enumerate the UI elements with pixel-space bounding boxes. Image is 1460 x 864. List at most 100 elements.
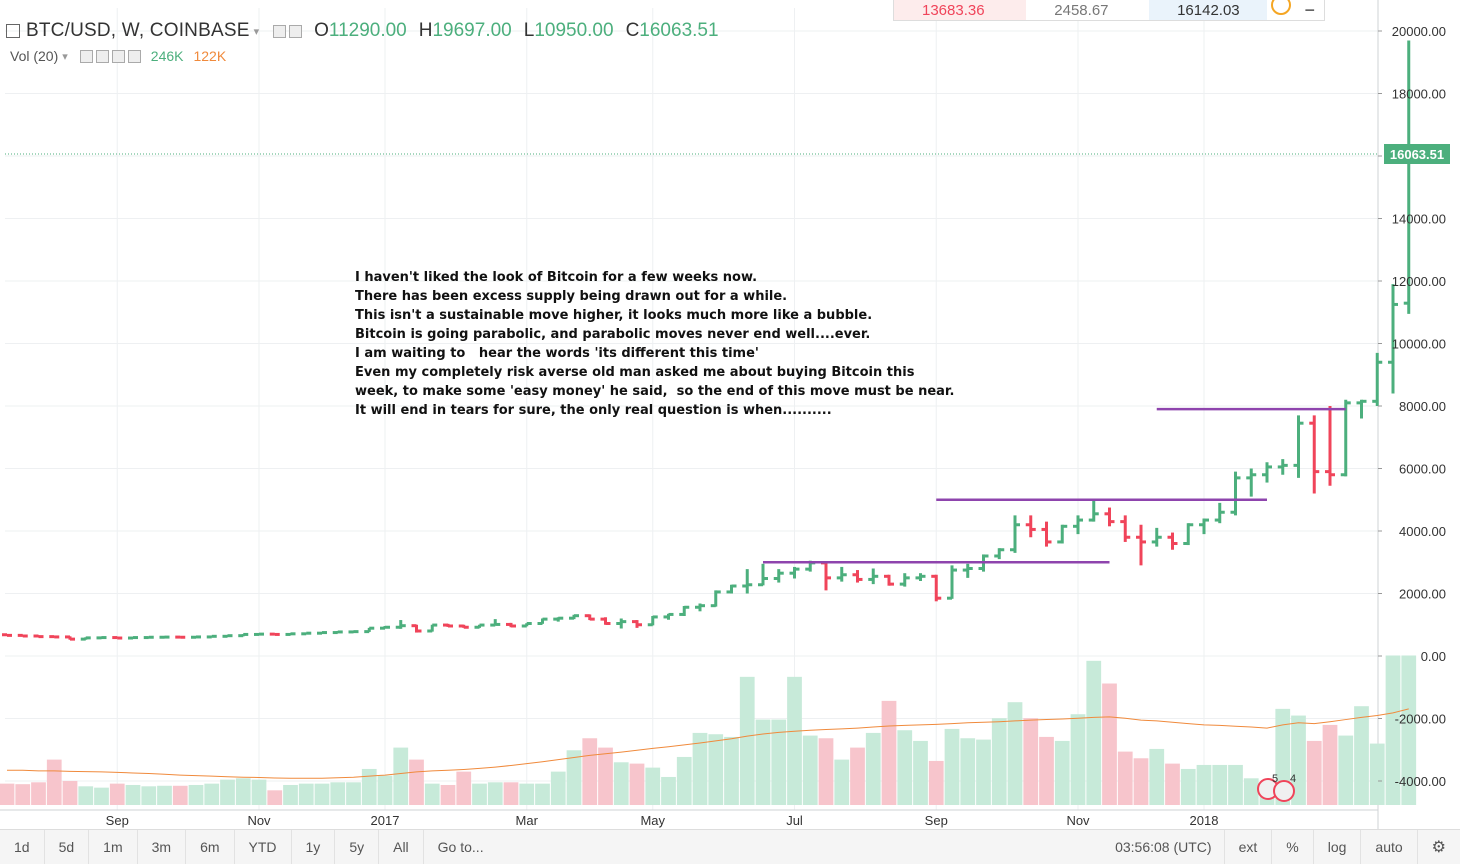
range-1y[interactable]: 1y bbox=[292, 830, 336, 864]
candle bbox=[1356, 399, 1367, 419]
flags-icon[interactable]: 5 4 bbox=[1257, 773, 1296, 802]
volume-bar bbox=[1196, 764, 1212, 805]
volume-label[interactable]: Vol (20) bbox=[10, 48, 59, 64]
resistance-lines[interactable] bbox=[763, 407, 1346, 564]
last-price-tag: 16063.51 bbox=[1384, 144, 1450, 164]
range-5y[interactable]: 5y bbox=[335, 830, 380, 864]
candle bbox=[49, 635, 60, 639]
volume-bar bbox=[661, 776, 676, 805]
volume-bar bbox=[0, 783, 15, 805]
candle bbox=[1010, 515, 1020, 553]
order-widget[interactable]: 13683.36 2458.67 16142.03 − bbox=[893, 0, 1325, 21]
alert-icon[interactable] bbox=[1267, 0, 1295, 15]
volume-bar bbox=[976, 739, 991, 805]
y-tick-label: 0.00 bbox=[1421, 649, 1446, 664]
candle bbox=[128, 636, 138, 640]
note-line: I am waiting to hear the words 'its diff… bbox=[355, 346, 759, 361]
price-axis[interactable]: -4000.00 -2000.00 0.00 2000.00 4000.00 6000.0… bbox=[1378, 24, 1446, 789]
x-tick-label: Nov bbox=[1066, 813, 1090, 828]
percent-toggle[interactable]: % bbox=[1272, 830, 1314, 864]
volume-bar bbox=[1039, 736, 1054, 805]
y-tick-label: 2000.00 bbox=[1399, 587, 1446, 602]
volume-bar bbox=[881, 700, 897, 805]
gear-icon[interactable]: ⚙ bbox=[1431, 839, 1446, 856]
candle bbox=[1136, 524, 1146, 566]
volume-bar bbox=[1133, 758, 1149, 805]
buy-price[interactable]: 16142.03 bbox=[1149, 0, 1268, 20]
candle bbox=[301, 631, 312, 636]
range-ytd[interactable]: YTD bbox=[235, 830, 292, 864]
analysis-note[interactable]: I haven't liked the look of Bitcoin for … bbox=[355, 268, 954, 420]
candle bbox=[679, 605, 690, 616]
candle bbox=[348, 630, 359, 634]
time-axis[interactable]: Sep Nov 2017 Mar May Jul Sep Nov 2018 bbox=[106, 813, 1219, 828]
candle bbox=[143, 635, 154, 640]
candle bbox=[852, 570, 863, 583]
candle bbox=[443, 623, 453, 628]
candle bbox=[380, 625, 390, 630]
candle bbox=[695, 603, 705, 612]
sell-price[interactable]: 13683.36 bbox=[894, 0, 1027, 20]
candle bbox=[521, 622, 532, 628]
candle bbox=[742, 569, 753, 594]
volume-bar bbox=[1338, 735, 1354, 805]
y-tick-label: 20000.00 bbox=[1392, 24, 1446, 39]
volume-bar bbox=[787, 676, 802, 805]
candle bbox=[238, 632, 249, 638]
minimize-icon[interactable]: − bbox=[1304, 0, 1316, 20]
volume-bar bbox=[31, 782, 46, 805]
low-value: 10950.00 bbox=[534, 20, 614, 41]
candle bbox=[1088, 499, 1099, 522]
settings-icon[interactable] bbox=[79, 49, 93, 63]
range-3m[interactable]: 3m bbox=[138, 830, 187, 864]
note-line: This isn't a sustainable move higher, it… bbox=[355, 308, 873, 323]
close-icon[interactable] bbox=[127, 49, 141, 63]
volume-bar bbox=[1212, 764, 1228, 805]
goto-button[interactable]: Go to... bbox=[437, 839, 484, 855]
candle bbox=[947, 565, 957, 600]
volume-bar bbox=[235, 778, 251, 805]
candle bbox=[1120, 515, 1131, 542]
candle bbox=[758, 563, 768, 587]
volume-bar bbox=[1165, 763, 1180, 805]
range-5d[interactable]: 5d bbox=[45, 830, 90, 864]
log-toggle[interactable]: log bbox=[1314, 830, 1362, 864]
candle bbox=[994, 548, 1005, 560]
volume-bar bbox=[1369, 743, 1385, 805]
range-6m[interactable]: 6m bbox=[186, 830, 235, 864]
range-1d[interactable]: 1d bbox=[0, 830, 45, 864]
volume-bar bbox=[188, 784, 204, 805]
plus-icon[interactable] bbox=[111, 49, 125, 63]
note-line: I haven't liked the look of Bitcoin for … bbox=[355, 270, 758, 285]
gear-icon[interactable] bbox=[95, 49, 109, 63]
candle bbox=[285, 632, 296, 636]
range-all[interactable]: All bbox=[379, 830, 424, 864]
utc-clock[interactable]: 03:56:08 (UTC) bbox=[1115, 839, 1212, 855]
volume-ma-line bbox=[7, 708, 1409, 779]
volume-bar bbox=[1149, 748, 1165, 805]
volume-bar bbox=[346, 782, 361, 805]
symbol-title[interactable]: BTC/USD, W, COINBASE bbox=[26, 20, 250, 41]
volume-bar bbox=[834, 759, 850, 805]
auto-toggle[interactable]: auto bbox=[1361, 830, 1418, 864]
ext-toggle[interactable]: ext bbox=[1223, 830, 1273, 864]
candle bbox=[962, 563, 973, 578]
note-line: There has been excess supply being drawn… bbox=[355, 289, 788, 304]
candle bbox=[1403, 40, 1414, 314]
volume-bar bbox=[802, 735, 818, 805]
settings-icon[interactable] bbox=[273, 24, 287, 38]
candle bbox=[1262, 462, 1272, 483]
collapse-icon[interactable] bbox=[6, 24, 20, 38]
visibility-icon[interactable] bbox=[289, 24, 303, 38]
candle bbox=[364, 626, 375, 634]
volume-bar bbox=[1102, 683, 1117, 805]
y-tick-label: 4000.00 bbox=[1399, 524, 1446, 539]
volume-bar bbox=[566, 750, 582, 805]
chevron-down-icon[interactable]: ▾ bbox=[62, 50, 68, 63]
x-tick-label: 2018 bbox=[1190, 813, 1219, 828]
candle bbox=[332, 630, 343, 635]
y-tick-label: 10000.00 bbox=[1392, 337, 1446, 352]
range-1m[interactable]: 1m bbox=[89, 830, 138, 864]
chevron-down-icon[interactable]: ▾ bbox=[253, 25, 260, 38]
